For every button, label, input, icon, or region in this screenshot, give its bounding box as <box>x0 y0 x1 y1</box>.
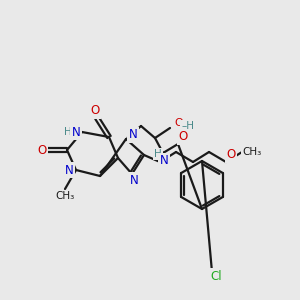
Text: –H: –H <box>182 121 194 131</box>
Text: CH₃: CH₃ <box>242 147 262 157</box>
Text: N: N <box>64 164 74 176</box>
Text: H: H <box>154 149 162 159</box>
Text: H: H <box>64 127 72 137</box>
Text: O: O <box>38 143 46 157</box>
Text: N: N <box>160 154 168 167</box>
Text: O: O <box>90 104 100 118</box>
Text: CH₃: CH₃ <box>56 191 75 201</box>
Text: O: O <box>178 130 188 143</box>
Text: Cl: Cl <box>210 269 222 283</box>
Text: N: N <box>129 128 137 142</box>
Text: N: N <box>72 125 80 139</box>
Text: O: O <box>175 118 183 128</box>
Text: O: O <box>226 148 236 161</box>
Text: N: N <box>130 173 138 187</box>
